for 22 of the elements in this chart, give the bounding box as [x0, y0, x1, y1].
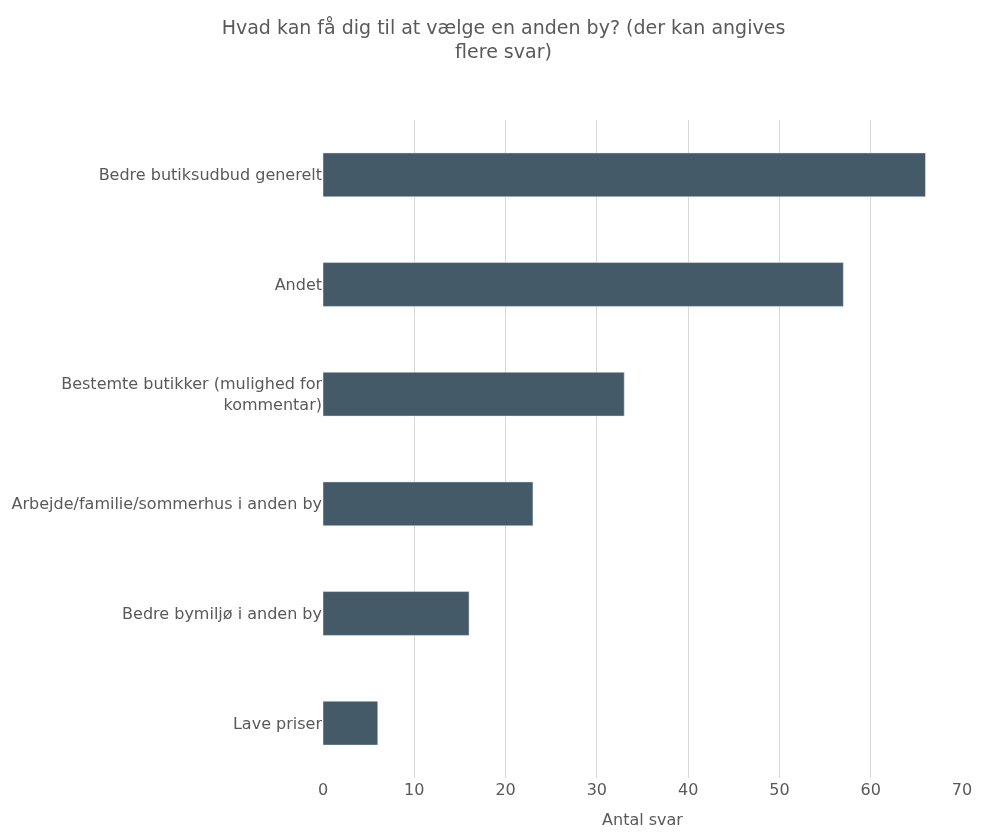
- bar: [323, 371, 625, 417]
- x-tick-label: 50: [769, 780, 790, 799]
- bar: [323, 262, 844, 307]
- x-tick-label: 70: [951, 780, 973, 799]
- y-tick-label: Arbejde/familie/sommerhus i anden by: [11, 494, 322, 514]
- chart-title: Hvad kan få dig til at vælge en anden by? (der kan angives flere svar): [221, 15, 786, 63]
- y-tick-label: Lave priser: [232, 713, 323, 733]
- x-tick-label: 20: [495, 780, 516, 799]
- bar: [323, 481, 534, 527]
- x-tick-label: 10: [404, 780, 425, 799]
- x-axis-title: Antal svar: [602, 809, 684, 829]
- bar: [323, 152, 926, 198]
- y-tick-label: Bedre bymiljø i anden by: [122, 604, 322, 624]
- y-tick-label: Bedre butiksudbud generelt: [98, 165, 322, 185]
- y-tick-label: Bestemte butikker (mulighed for kommentar): [61, 374, 323, 415]
- x-tick-label: 30: [586, 780, 608, 799]
- bar: [323, 591, 470, 636]
- y-tick-label: Andet: [274, 275, 322, 295]
- bar: [323, 700, 379, 746]
- x-tick-label: 40: [677, 780, 699, 799]
- x-tick-label: 60: [860, 780, 881, 799]
- x-tick-label: 0: [317, 780, 329, 799]
